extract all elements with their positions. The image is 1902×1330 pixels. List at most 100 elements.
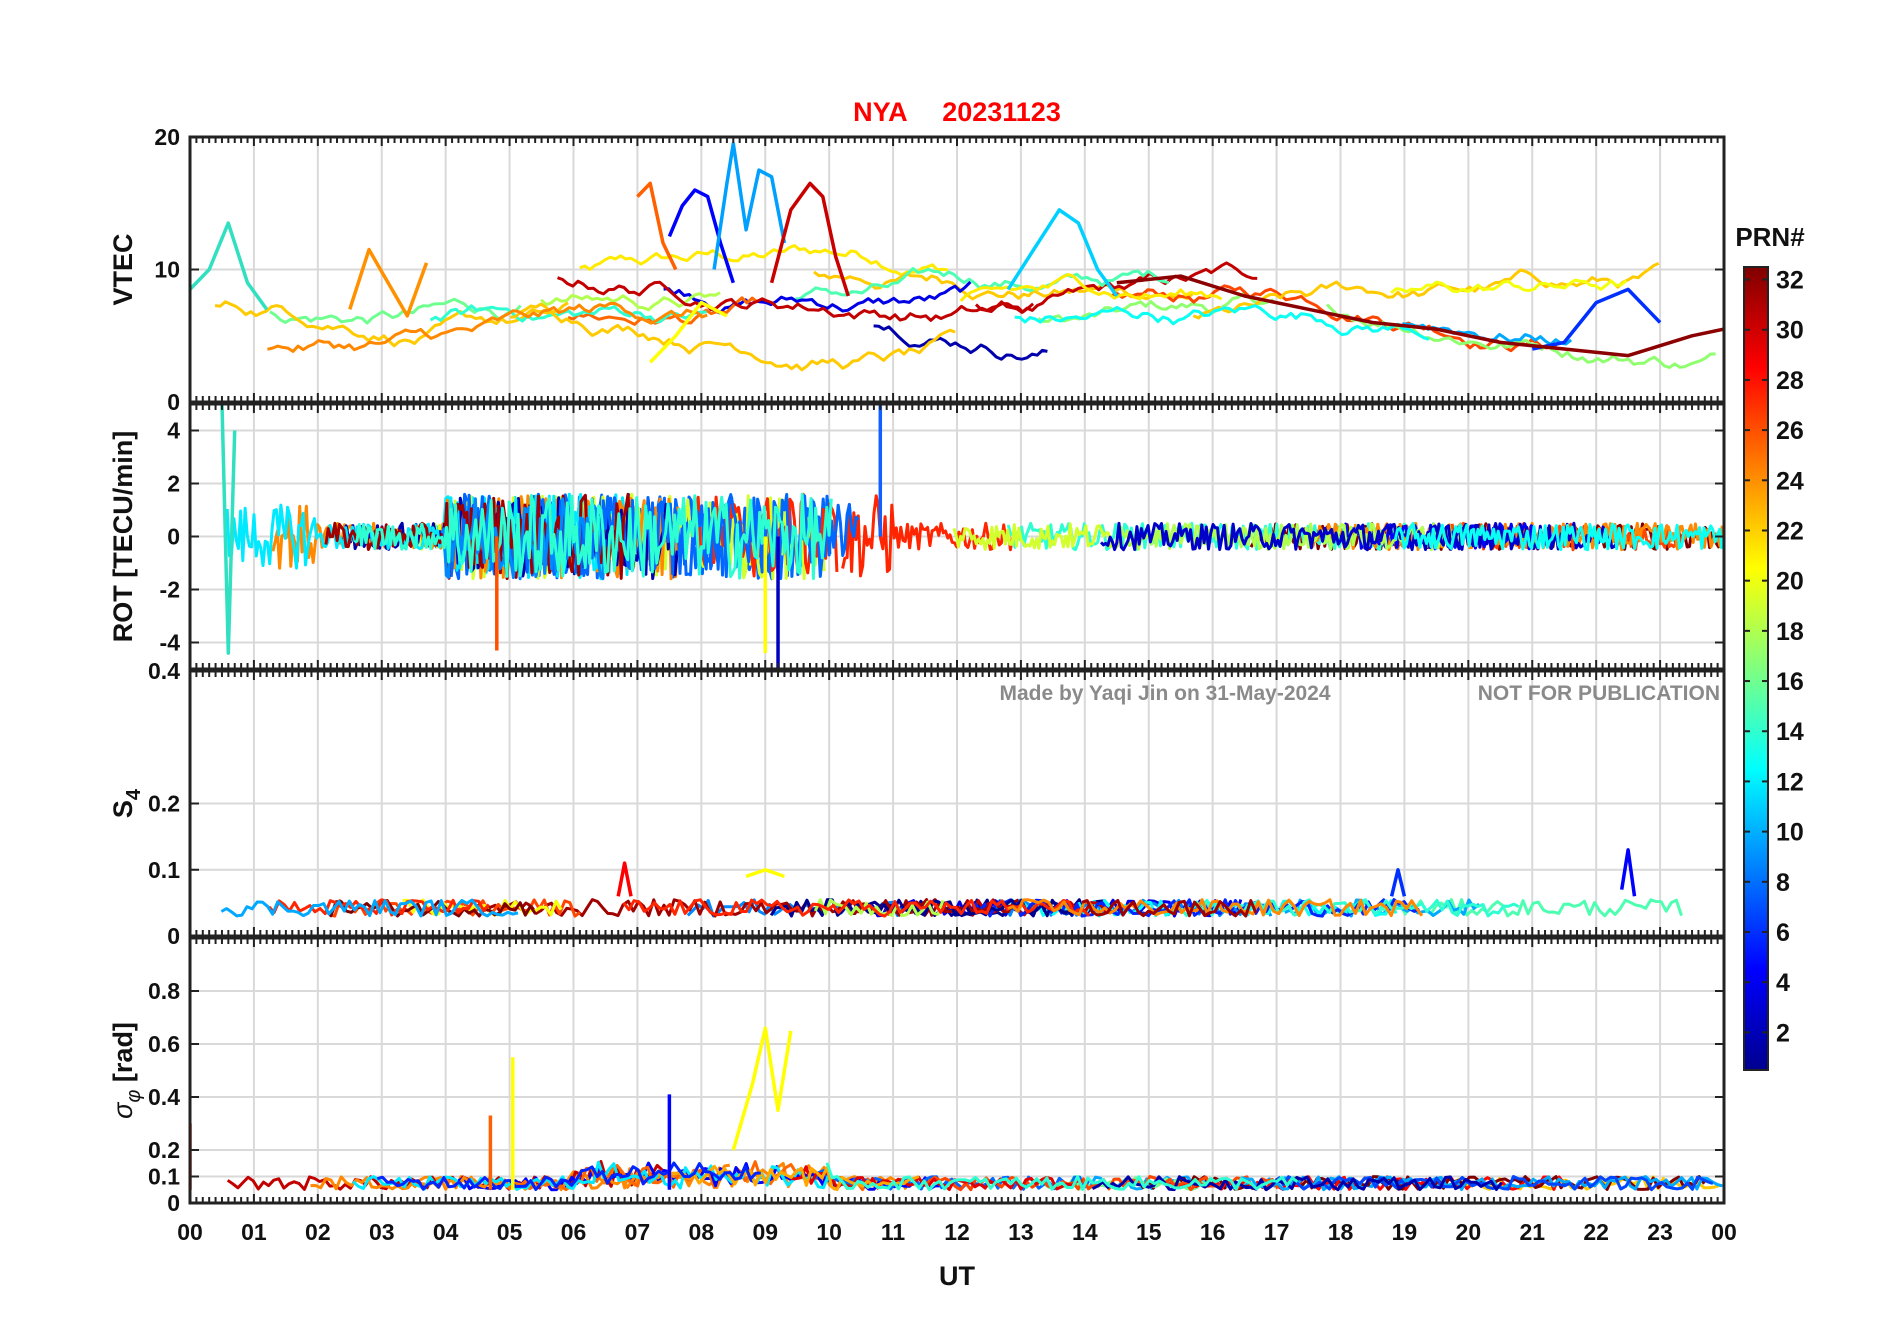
x-tick-label: 06: [561, 1219, 587, 1245]
series-prn-14: [190, 221, 269, 311]
data-series: [616, 848, 1637, 897]
y-tick-label: 20: [154, 124, 180, 150]
series-prn-6: [1389, 868, 1407, 897]
colorbar-tick-label: 6: [1776, 919, 1790, 947]
trace-prn-22: [214, 300, 569, 348]
panel-vtec: 0 10 20 VTEC: [108, 124, 1726, 415]
y-tick-label: 4: [167, 418, 180, 444]
y-tick-label: 0.4: [148, 658, 180, 684]
colorbar-tick-label: 20: [1776, 568, 1804, 596]
x-tick-label: 00: [1711, 1219, 1737, 1245]
x-tick-label: 10: [816, 1219, 842, 1245]
colorbar-label: PRN#: [1735, 222, 1805, 252]
y-axis-label: VTEC: [108, 233, 138, 305]
colorbar-tick-label: 16: [1776, 668, 1804, 696]
trace-prn-24: [267, 301, 708, 353]
x-tick-label: 03: [369, 1219, 395, 1245]
series-prn-12: [1006, 208, 1119, 298]
colorbar-tick-label: 12: [1776, 768, 1804, 796]
trace-prn-2: [1091, 1175, 1503, 1192]
colorbar-tick-label: 4: [1776, 969, 1790, 997]
x-tick-label: 23: [1647, 1219, 1673, 1245]
trace-prn-18: [540, 291, 721, 312]
trace-prn-13: [1393, 522, 1724, 552]
trace-prn-30: [557, 276, 1035, 322]
trace-prn-18: [813, 898, 945, 918]
tick-marks: [189, 136, 1725, 403]
y-tick-label: 0.2: [148, 791, 180, 817]
y-tick-label: 0: [167, 524, 180, 550]
background-traces: [225, 492, 1724, 581]
y-tick-label: 0.2: [148, 1137, 180, 1163]
trace-prn-2: [873, 324, 1048, 361]
watermark-author: Made by Yaqi Jin on 31-May-2024: [999, 682, 1330, 705]
y-tick-label: 0.6: [148, 1031, 180, 1057]
background-traces: [226, 1160, 1723, 1192]
y-tick-label: 10: [154, 257, 180, 283]
series-prn-24: [348, 247, 429, 318]
y-tick-label: 0: [167, 1190, 180, 1216]
y-axis-label: σφ [rad]: [108, 1022, 145, 1119]
tick-marks: [189, 938, 1725, 1204]
y-label-sub: 4: [123, 788, 145, 800]
tick-marks: [189, 404, 1725, 669]
trace-prn-27: [841, 494, 1015, 578]
series-prn-30: [769, 181, 850, 297]
trace-prn-22: [1192, 261, 1660, 320]
y-axis-label: S4: [108, 788, 145, 818]
data-series: [220, 404, 883, 669]
series-prn-10: [712, 141, 787, 270]
panel-rot: -4 -2 0 2 4 ROT [TECU/min]: [108, 402, 1726, 671]
y-tick-label: 0.4: [148, 1084, 180, 1110]
panel-s4: 0 0.1 0.2 0.4 S4: [108, 658, 1726, 949]
colorbar-tick-label: 30: [1776, 317, 1804, 345]
series-prn-5: [667, 188, 735, 284]
x-tick-label: 17: [1264, 1219, 1290, 1245]
chart-title: NYA 20231123: [853, 97, 1061, 127]
series-prn-4: [1619, 848, 1637, 897]
x-tick-label: 20: [1456, 1219, 1482, 1245]
panel-sigma-phi: 00.10.20.40.60.8σφ [rad]: [108, 936, 1726, 1216]
colorbar-tick-label: 26: [1776, 417, 1804, 445]
series-prn-14: [220, 404, 237, 655]
trace-prn-24: [1007, 898, 1424, 918]
x-tick-label: 02: [305, 1219, 331, 1245]
colorbar-tick-label: 28: [1776, 367, 1804, 395]
title-station: NYA: [853, 97, 907, 127]
series-prn-28: [616, 861, 633, 897]
trace-prn-32: [1380, 1175, 1706, 1191]
y-tick-label: 0.8: [148, 978, 180, 1004]
y-label-main: S: [108, 800, 138, 818]
y-label-sub: φ: [123, 1090, 145, 1103]
series-prn-20: [745, 868, 785, 879]
y-label-unit: [rad]: [108, 1022, 138, 1090]
trace-prn-14: [825, 1162, 1299, 1192]
trace-prn-17: [1325, 303, 1716, 369]
trace-prn-31: [1081, 898, 1258, 918]
trace-prn-22: [510, 302, 956, 372]
y-tick-label: 2: [167, 471, 180, 497]
trace-prn-21: [579, 244, 948, 277]
series-prn-25: [636, 181, 678, 271]
background-traces: [220, 898, 1683, 918]
x-tick-label: 16: [1200, 1219, 1226, 1245]
y-label-main: σ: [108, 1101, 138, 1119]
x-tick-label: 11: [881, 1219, 906, 1245]
series-prn-20: [731, 1026, 793, 1151]
x-tick-label: 18: [1328, 1219, 1354, 1245]
series-prn-6: [1531, 287, 1662, 351]
background-traces: [214, 244, 1716, 372]
trace-prn-19: [952, 522, 1124, 551]
x-tick-label: 22: [1583, 1219, 1609, 1245]
trace-prn-10: [220, 898, 519, 918]
colorbar-tick-label: 32: [1776, 267, 1804, 295]
trace-prn-6: [376, 1161, 761, 1191]
series-prn-32: [1116, 274, 1724, 358]
watermark-notice: NOT FOR PUBLICATION: [1478, 682, 1720, 705]
y-tick-label: 0: [167, 389, 180, 415]
y-axis-label: ROT [TECU/min]: [108, 431, 138, 642]
x-tick-label: 07: [625, 1219, 651, 1245]
tick-marks: [189, 670, 1725, 937]
